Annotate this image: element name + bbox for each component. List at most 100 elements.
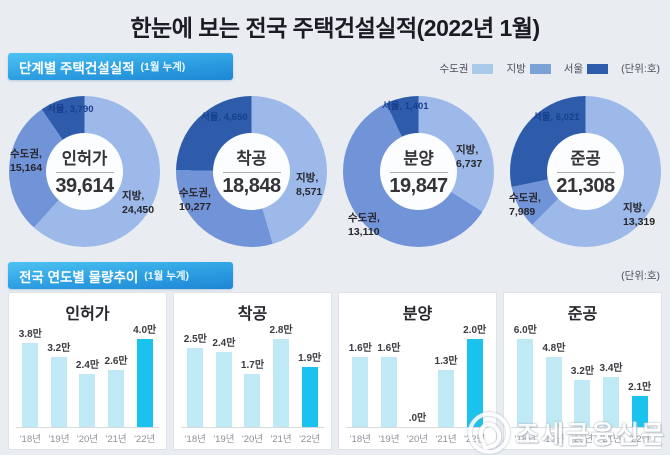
year-label: '22년 — [299, 434, 321, 445]
bar-group: 2.6만 — [102, 352, 131, 427]
bar — [438, 370, 455, 427]
bar — [215, 352, 232, 427]
divider — [55, 172, 114, 173]
bar-value-label: 2.8만 — [269, 325, 293, 336]
bar-value-label: 2.5만 — [183, 334, 207, 345]
divider — [556, 172, 615, 173]
donut-starts: 착공 18,848 서울, 4,650 수도권, 10,277 지방, 8,571 — [168, 88, 335, 260]
year-label: '19년 — [378, 434, 400, 445]
bar-value-label: 2.4만 — [75, 360, 100, 371]
donut-center: 인허가 39,614 — [46, 133, 123, 210]
bar-value-label: 1.3만 — [434, 356, 458, 367]
bar — [187, 348, 204, 427]
bar — [466, 339, 483, 427]
bar-group: 4.8만 — [540, 339, 569, 427]
bar-value-label: 3.8만 — [18, 329, 42, 340]
bar-value-label: 2.1만 — [628, 382, 652, 393]
bar-chart-row: 인허가 3.8만 3.2만 2.4만 2.6만 4.0만 '18년 '19년 '… — [8, 292, 662, 450]
bars-area: 2.5만 2.4만 1.7만 2.8만 1.9만 — [181, 319, 324, 428]
bar-group: 1.6만 — [346, 339, 375, 427]
bar-group: 2.5만 — [181, 330, 210, 427]
bar — [22, 343, 39, 427]
bar-group: 3.2만 — [45, 339, 74, 427]
watermark: 조세금융신문 — [467, 412, 666, 454]
donut-center: 분양 19,847 — [380, 133, 457, 210]
chart-title: 착공 — [237, 306, 268, 323]
section2-title: 전국 연도별 물량추이 — [19, 269, 139, 285]
year-label: '18년 — [349, 434, 371, 445]
label-seoul: 서울, 1,401 — [382, 101, 429, 112]
bar-group: 6.0만 — [511, 321, 540, 427]
bar-value-label: 3.2만 — [47, 343, 71, 354]
section1-header: 단계별 주택건설실적 (1월 누계) — [8, 53, 233, 80]
legend-label: 서울 — [563, 63, 584, 75]
bar-group: 1.3만 — [432, 352, 461, 427]
unit-label-2: (단위:호) — [621, 270, 660, 282]
chart-completions: 준공 6.0만 4.8만 3.2만 3.4만 2.1만 '18년 '19년 '2… — [503, 292, 662, 450]
bar — [79, 374, 96, 427]
bar-value-label: 6.0만 — [513, 325, 537, 336]
chart-title: 분양 — [402, 306, 433, 323]
section1-subtitle: (1월 누계) — [140, 61, 186, 73]
section2-subtitle: (1월 누계) — [144, 270, 190, 282]
donut-center: 준공 21,308 — [547, 133, 624, 210]
label-jibang: 지방, 8,571 — [296, 172, 323, 198]
legend-swatch-jibang — [529, 63, 551, 74]
donut-sales: 분양 19,847 서울, 1,401 수도권, 13,110 지방, 6,737 — [335, 88, 502, 260]
donut-row: 인허가 39,614 서울, 3,790 수도권, 15,164 지방, 24,45… — [1, 88, 669, 260]
donut-title: 인허가 — [61, 150, 108, 168]
label-jibang: 지방, 6,737 — [456, 144, 483, 170]
bar-group: 1.6만 — [375, 339, 404, 427]
chart-starts: 착공 2.5만 2.4만 1.7만 2.8만 1.9만 '18년 '19년 '2… — [173, 292, 332, 450]
bar-value-label: 1.6만 — [377, 343, 401, 354]
divider — [222, 172, 281, 173]
bar-value-label: 4.8만 — [542, 343, 566, 354]
legend-swatch-sudogwon — [472, 63, 494, 74]
bar-value-label: 2.6만 — [104, 356, 128, 367]
donut-total: 18,848 — [222, 175, 281, 197]
bar-group: 3.2만 — [568, 362, 597, 427]
bar-group: 2.8만 — [267, 321, 296, 427]
bar — [631, 396, 648, 427]
year-label: '22년 — [134, 434, 156, 445]
bar — [603, 377, 620, 427]
page-title: 한눈에 보는 전국 주택건설실적(2022년 1월) — [130, 15, 540, 41]
bar-value-label: 1.6만 — [348, 343, 372, 354]
bar-value-label: 4.0만 — [133, 325, 157, 336]
donut-title: 준공 — [570, 150, 601, 168]
bar-group: 1.9만 — [295, 349, 324, 427]
bar-value-label: 3.2만 — [570, 366, 595, 377]
x-axis-labels: '18년 '19년 '20년 '21년 '22년 — [181, 431, 324, 445]
bar-group: 3.8만 — [16, 325, 45, 427]
bar — [574, 380, 591, 427]
donut-total: 39,614 — [55, 175, 114, 197]
bar-value-label: 1.9만 — [298, 353, 322, 364]
bar — [352, 357, 369, 427]
year-label: '21년 — [600, 434, 622, 445]
year-label: '19년 — [543, 434, 565, 445]
bar-group: 4.0만 — [130, 321, 159, 427]
year-label: '20년 — [571, 434, 594, 445]
donut-total: 19,847 — [389, 175, 448, 197]
label-sudogwon: 수도권, 7,989 — [509, 192, 541, 218]
year-label: '21년 — [270, 434, 292, 445]
section2-header: 전국 연도별 물량추이 (1월 누계) — [8, 262, 233, 289]
chart-permits: 인허가 3.8만 3.2만 2.4만 2.6만 4.0만 '18년 '19년 '… — [8, 292, 167, 450]
bar-group: .0만 — [403, 409, 432, 427]
year-label: '18년 — [514, 434, 536, 445]
year-label: '21년 — [435, 434, 457, 445]
bar-group: 2.0만 — [460, 321, 489, 427]
label-sudogwon: 수도권, 10,277 — [179, 187, 212, 213]
watermark-text: 조세금융신문 — [515, 421, 666, 449]
label-sudogwon: 수도권, 15,164 — [10, 148, 43, 174]
label-sudogwon: 수도권, 13,110 — [348, 212, 380, 238]
divider — [389, 172, 448, 173]
year-label: '18년 — [19, 434, 41, 445]
bar-value-label: 2.4만 — [212, 338, 236, 349]
bar — [108, 370, 125, 427]
year-label: '19년 — [48, 434, 70, 445]
bar-group: 2.4만 — [210, 334, 239, 427]
bar — [136, 339, 153, 427]
bar — [273, 339, 290, 427]
